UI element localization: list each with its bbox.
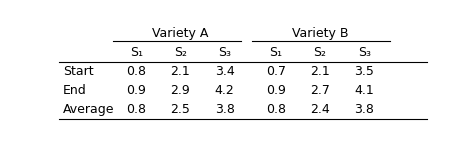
Text: S₁: S₁	[270, 46, 283, 59]
Text: 0.8: 0.8	[127, 103, 146, 116]
Text: 0.7: 0.7	[266, 65, 286, 78]
Text: End: End	[63, 84, 87, 97]
Text: 2.1: 2.1	[310, 65, 330, 78]
Text: Average: Average	[63, 103, 114, 116]
Text: 0.8: 0.8	[266, 103, 286, 116]
Text: S₃: S₃	[218, 46, 231, 59]
Text: 3.4: 3.4	[215, 65, 235, 78]
Text: 4.1: 4.1	[354, 84, 374, 97]
Text: 2.4: 2.4	[310, 103, 330, 116]
Text: 2.7: 2.7	[310, 84, 330, 97]
Text: S₂: S₂	[174, 46, 187, 59]
Text: 2.1: 2.1	[171, 65, 191, 78]
Text: 4.2: 4.2	[215, 84, 235, 97]
Text: Variety B: Variety B	[292, 27, 348, 40]
Text: Variety A: Variety A	[152, 27, 209, 40]
Text: 3.8: 3.8	[354, 103, 374, 116]
Text: S₂: S₂	[314, 46, 327, 59]
Text: 2.9: 2.9	[171, 84, 191, 97]
Text: 3.8: 3.8	[215, 103, 235, 116]
Text: 3.5: 3.5	[354, 65, 374, 78]
Text: S₃: S₃	[358, 46, 371, 59]
Text: Start: Start	[63, 65, 93, 78]
Text: 2.5: 2.5	[171, 103, 191, 116]
Text: 0.8: 0.8	[127, 65, 146, 78]
Text: 0.9: 0.9	[266, 84, 286, 97]
Text: S₁: S₁	[130, 46, 143, 59]
Text: 0.9: 0.9	[127, 84, 146, 97]
